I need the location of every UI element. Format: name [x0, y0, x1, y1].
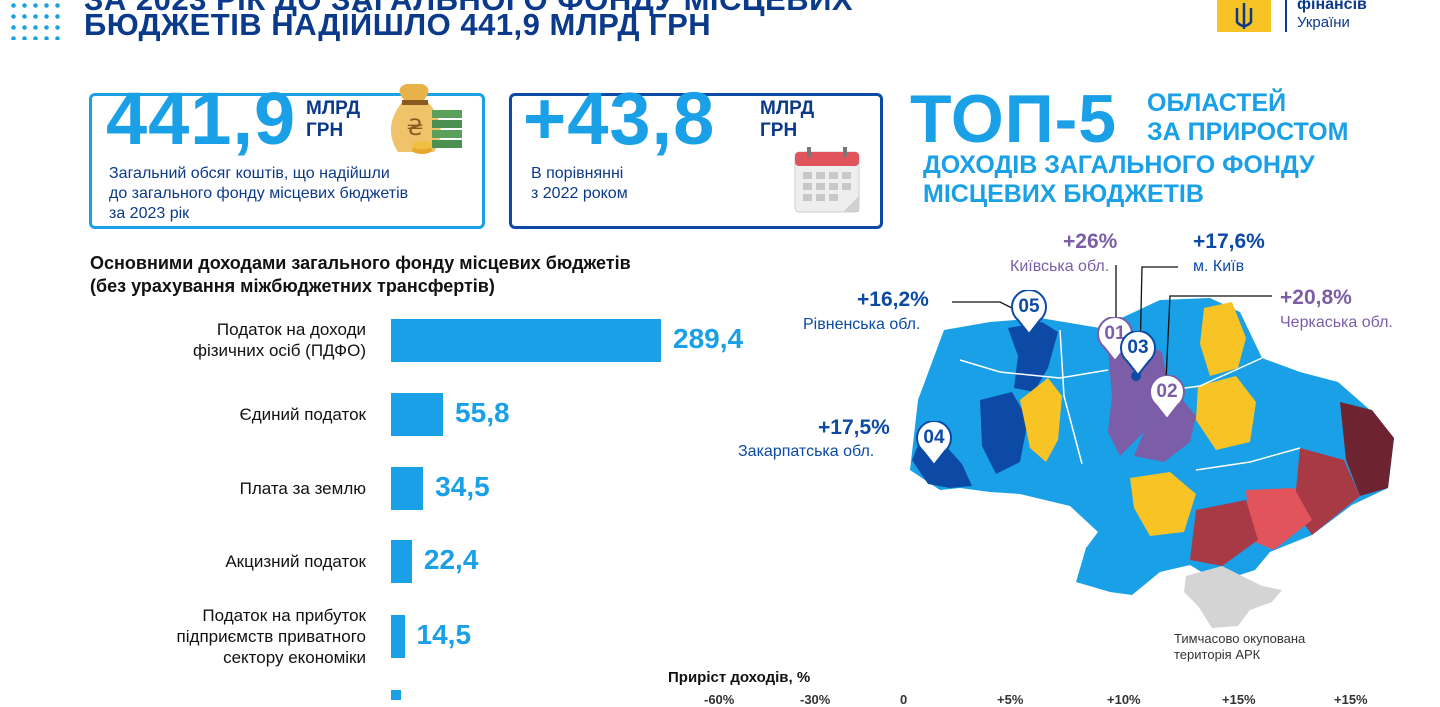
desc-line2: з 2022 роком — [531, 185, 628, 202]
label-kyiv-oblast-pct: +26% — [1063, 230, 1118, 253]
label-cherkasy-name: Черкаська обл. — [1280, 314, 1393, 331]
bar-value-label: 55,8 — [455, 397, 510, 428]
side-line1: ОБЛАСТЕЙ — [1147, 89, 1287, 117]
map-pin-number: 03 — [1127, 337, 1149, 358]
category-label-line: Акцизний податок — [225, 551, 366, 571]
logo-text-line2: України — [1297, 14, 1350, 31]
chart-title: Основними доходами загального фонду місц… — [90, 252, 631, 298]
bar-value-label: 34,5 — [435, 471, 490, 502]
kpi-total-value: 441,9 — [106, 77, 297, 160]
kpi-total-unit: МЛРД ГРН — [306, 98, 360, 142]
category-label: Плата за землю — [90, 478, 366, 499]
unit-line2: ГРН — [306, 120, 344, 141]
bar-0 — [391, 318, 661, 362]
label-kyiv-city-name: м. Київ — [1193, 258, 1245, 275]
category-label: Податок на прибуток підприємств приватног… — [90, 605, 366, 668]
money-bag-icon: ₴ — [386, 80, 466, 163]
top5-subtitle: ДОХОДІВ ЗАГАЛЬНОГО ФОНДУ МІСЦЕВИХ БЮДЖЕТ… — [923, 151, 1315, 209]
kpi-card-total — [89, 93, 485, 229]
region-kyiv-oblast — [1108, 340, 1168, 456]
kpi-total-description: Загальний обсяг коштів, що надійшли до з… — [109, 164, 408, 224]
label-rivne-name: Рівненська обл. — [803, 316, 921, 333]
region-cherkasy — [1134, 392, 1196, 462]
page-title-line1: ЗА 2023 РІК ДО ЗАГАЛЬНОГО ФОНДУ МІСЦЕВИХ — [84, 0, 853, 18]
category-label-line: фізичних осіб (ПДФО) — [192, 341, 366, 360]
logo-text-line1: фінансів — [1297, 0, 1367, 13]
region-borders — [959, 329, 1301, 471]
desc-line1: В порівнянні — [531, 165, 624, 182]
bar-value-label: 14,5 — [416, 619, 472, 650]
label-kyiv-oblast-name: Київська обл. — [1010, 258, 1110, 275]
top5-side-text: ОБЛАСТЕЙ ЗА ПРИРОСТОМ — [1147, 89, 1348, 147]
region-donetsk — [1294, 448, 1360, 535]
legend-title: Приріст доходів, % — [668, 669, 811, 686]
bar-4 — [391, 614, 405, 658]
category-label: Податок на доходи фізичних осіб (ПДФО) — [90, 319, 366, 361]
chart-title-line1: Основними доходами загального фонду місц… — [90, 253, 631, 273]
partial-bar-cut-off — [391, 690, 401, 700]
kpi-growth-description: В порівнянні з 2022 роком — [531, 164, 628, 204]
region-poltava — [1196, 376, 1256, 450]
map-pin-number: 02 — [1156, 381, 1178, 402]
unit-line2: ГРН — [760, 120, 798, 141]
decorative-dots — [8, 0, 64, 40]
side-line2: ЗА ПРИРОСТОМ — [1147, 118, 1349, 146]
region-chernihiv — [1200, 302, 1246, 376]
region-zaporizhzhia — [1246, 488, 1312, 550]
unit-line1: МЛРД — [760, 98, 815, 119]
region-luhansk — [1340, 402, 1394, 496]
calendar-icon — [793, 146, 865, 221]
unit-line1: МЛРД — [306, 98, 361, 119]
category-label-line: Єдиний податок — [239, 404, 366, 424]
desc-line1: Загальний обсяг коштів, що надійшли — [109, 165, 390, 182]
logo-separator — [1285, 0, 1287, 32]
map-pin-05: 05 — [1010, 289, 1048, 336]
kpi-growth-unit: МЛРД ГРН — [760, 98, 814, 142]
category-label-line: Плата за землю — [239, 478, 366, 498]
label-rivne-pct: +16,2% — [857, 288, 929, 311]
label-cherkasy-pct: +20,8% — [1280, 286, 1352, 309]
map-pin-number: 04 — [923, 427, 945, 448]
region-ternopil — [1020, 378, 1062, 462]
category-label: Єдиний податок — [90, 404, 366, 425]
category-label: Акцизний податок — [90, 551, 366, 572]
category-label-line: Податок на доходи — [216, 320, 366, 339]
category-label-line: Податок на прибуток — [202, 605, 366, 625]
label-zakarpattia-name: Закарпатська обл. — [738, 443, 875, 460]
region-west-dark — [980, 392, 1028, 474]
occupied-territory-note: Тимчасово окупована територія АРК — [1174, 631, 1305, 663]
label-kyiv-city-pct: +17,6% — [1193, 230, 1265, 253]
svg-text:₴: ₴ — [406, 116, 423, 141]
map-pin-number: 01 — [1104, 323, 1126, 344]
map-pin-04: 04 — [915, 420, 953, 467]
desc-line2: до загального фонду місцевих бюджетів — [109, 185, 409, 202]
bar-3 — [391, 539, 412, 583]
label-zakarpattia-pct: +17,5% — [818, 416, 890, 439]
region-mykolaiv — [1130, 472, 1196, 536]
page-title-line2: БЮДЖЕТІВ НАДІЙШЛО 441,9 МЛРД ГРН — [84, 7, 712, 42]
kpi-card-growth — [509, 93, 883, 229]
top5-heading: ТОП-5 — [910, 81, 1118, 157]
bar-value-label: 289,4 — [673, 323, 744, 354]
chart-title-line2: (без урахування міжбюджетних трансфертів… — [90, 276, 495, 296]
bar-2 — [391, 466, 424, 510]
kpi-growth-value: +43,8 — [523, 77, 716, 160]
category-label-line: підприємств приватного — [176, 626, 366, 646]
occupied-line1: Тимчасово окупована — [1174, 631, 1306, 646]
bar-1 — [391, 392, 444, 436]
map-pin-03: 03 — [1119, 330, 1157, 377]
crimea-region — [1184, 566, 1282, 628]
desc-line3: за 2023 рік — [109, 205, 190, 222]
map-pin-number: 05 — [1018, 296, 1040, 317]
sub-line1: ДОХОДІВ ЗАГАЛЬНОГО ФОНДУ — [923, 151, 1315, 179]
category-label-line: сектору економіки — [223, 647, 366, 667]
occupied-line2: територія АРК — [1174, 647, 1261, 662]
sub-line2: МІСЦЕВИХ БЮДЖЕТІВ — [923, 180, 1204, 208]
region-kherson — [1190, 500, 1258, 566]
ministry-logo-icon — [1217, 0, 1271, 32]
map-pin-02: 02 — [1148, 374, 1186, 421]
bar-value-label: 22,4 — [423, 544, 479, 575]
